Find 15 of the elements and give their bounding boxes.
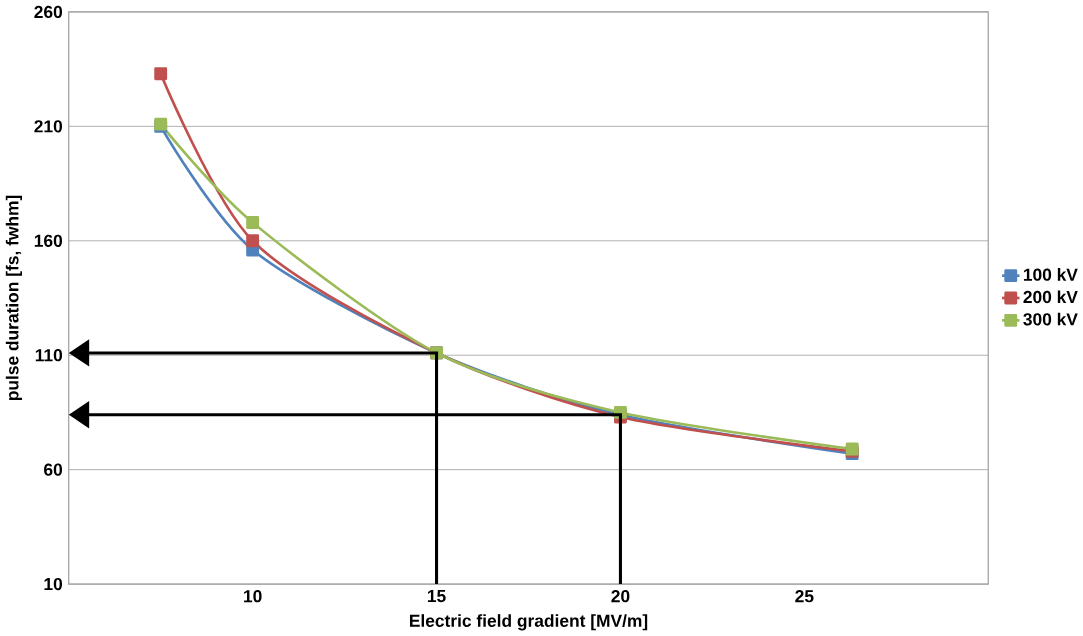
legend-label: 300 kV: [1023, 312, 1078, 326]
x-axis-title: Electric field gradient [MV/m]: [409, 614, 648, 631]
legend-label: 100 kV: [1023, 267, 1078, 281]
y-tick-label: 10: [44, 577, 63, 591]
y-tick-label: 160: [34, 234, 63, 247]
y-tick-label: 210: [34, 120, 63, 133]
x-tick-label: 15: [427, 589, 446, 603]
x-tick-label: 20: [611, 589, 630, 603]
y-tick-label: 110: [35, 348, 63, 362]
y-tick-label: 260: [34, 5, 63, 18]
legend-label: 200 kV: [1023, 290, 1078, 304]
x-tick-label: 10: [244, 589, 262, 603]
x-tick-label: 25: [795, 589, 814, 603]
y-axis-title: pulse duration [fs, fwhm]: [5, 195, 22, 401]
y-tick-label: 60: [44, 463, 63, 476]
